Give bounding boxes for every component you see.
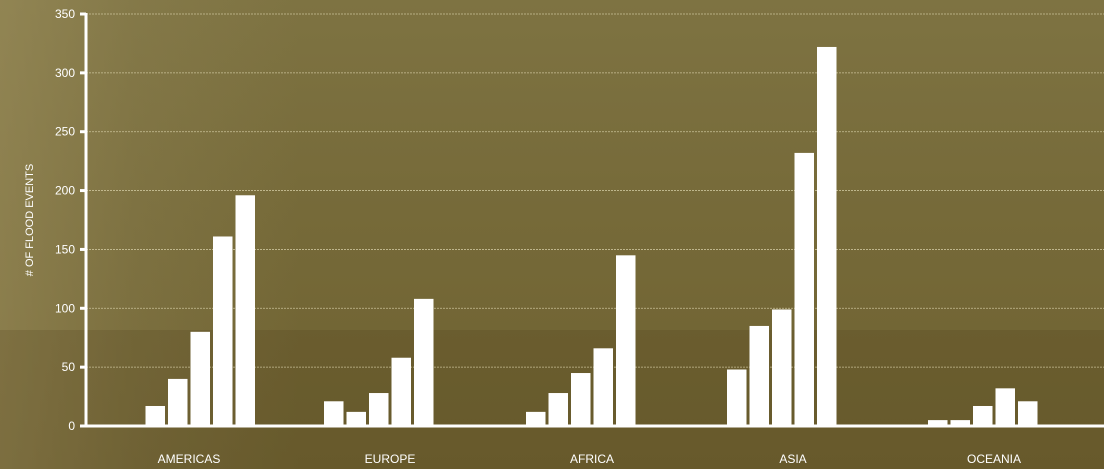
axes — [80, 12, 1104, 428]
x-tick-label-africa: AFRICA — [570, 452, 614, 466]
bar-oceania-5 — [1018, 401, 1038, 426]
y-tick-label-150: 150 — [55, 242, 75, 256]
bar-asia-4 — [794, 152, 814, 426]
y-tick-label-100: 100 — [55, 301, 75, 315]
bar-europe-3 — [369, 393, 389, 426]
bar-europe-5 — [414, 298, 434, 426]
x-tick-label-europe: EUROPE — [365, 452, 416, 466]
y-tick-label-350: 350 — [55, 7, 75, 21]
x-tick-labels: AMERICAS EUROPE AFRICA ASIA OCEANIA — [158, 452, 1021, 466]
bar-asia-2 — [749, 325, 769, 426]
x-tick-label-americas: AMERICAS — [158, 452, 221, 466]
bar-americas-6 — [235, 195, 255, 426]
bar-europe-2 — [346, 411, 366, 426]
bars — [145, 46, 1038, 427]
bar-africa-2 — [548, 393, 568, 426]
x-tick-label-oceania: OCEANIA — [967, 452, 1021, 466]
y-tick-label-200: 200 — [55, 184, 75, 198]
bar-asia-5 — [817, 46, 837, 427]
bar-africa-4 — [593, 348, 613, 426]
bar-oceania-2 — [950, 420, 970, 426]
bar-africa-1 — [526, 411, 546, 426]
bar-africa-3 — [571, 373, 591, 426]
bar-americas-5 — [213, 236, 233, 426]
x-tick-label-asia: ASIA — [779, 452, 806, 466]
y-axis-title: # OF FLOOD EVENTS — [24, 163, 36, 277]
y-tick-label-0: 0 — [68, 419, 75, 433]
bar-americas-4 — [190, 331, 210, 426]
bar-europe-1 — [324, 401, 344, 426]
bar-oceania-3 — [973, 405, 993, 426]
bar-oceania-1 — [928, 420, 948, 426]
bar-asia-1 — [727, 369, 747, 426]
y-tick-label-300: 300 — [55, 66, 75, 80]
bar-americas-2 — [145, 405, 165, 426]
bar-africa-5 — [616, 255, 636, 426]
bar-europe-4 — [391, 357, 411, 426]
y-tick-label-50: 50 — [62, 360, 76, 374]
bar-oceania-4 — [995, 388, 1015, 426]
bar-asia-3 — [772, 309, 792, 426]
y-tick-labels: 0 50 100 150 200 250 300 350 — [55, 7, 75, 433]
y-tick-label-250: 250 — [55, 125, 75, 139]
bar-americas-3 — [168, 378, 188, 426]
